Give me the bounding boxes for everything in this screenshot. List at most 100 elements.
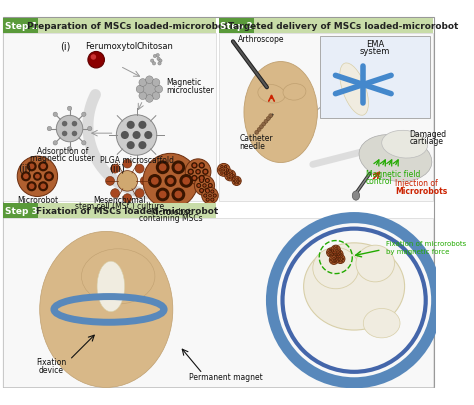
Text: Arthroscope: Arthroscope (237, 35, 284, 44)
Circle shape (219, 170, 221, 171)
Text: Fixation of microrobots: Fixation of microrobots (386, 241, 466, 247)
Circle shape (185, 160, 211, 185)
Circle shape (236, 181, 237, 182)
Circle shape (333, 260, 335, 261)
Text: Step 2: Step 2 (220, 22, 253, 31)
Circle shape (200, 164, 203, 168)
Circle shape (135, 189, 144, 198)
Circle shape (332, 249, 334, 251)
Ellipse shape (356, 245, 394, 282)
Circle shape (33, 173, 42, 181)
Circle shape (333, 247, 336, 249)
Circle shape (199, 179, 204, 183)
Circle shape (340, 259, 341, 260)
Text: (i): (i) (60, 42, 71, 52)
Circle shape (62, 122, 67, 127)
Bar (3, 203, 38, 218)
Circle shape (340, 254, 342, 255)
Circle shape (197, 185, 200, 188)
Circle shape (341, 261, 342, 262)
Circle shape (204, 195, 207, 197)
Ellipse shape (382, 131, 428, 159)
Circle shape (199, 175, 205, 182)
Circle shape (336, 247, 338, 249)
Ellipse shape (82, 249, 155, 304)
Circle shape (44, 172, 54, 182)
Circle shape (110, 189, 119, 198)
Circle shape (156, 161, 170, 175)
Circle shape (330, 259, 332, 261)
Circle shape (23, 174, 29, 180)
Text: needle: needle (239, 141, 265, 150)
Circle shape (333, 252, 335, 254)
Circle shape (339, 256, 340, 258)
Circle shape (138, 122, 146, 130)
Text: Mesenchymal: Mesenchymal (94, 195, 146, 204)
Text: Microrobot: Microrobot (150, 207, 191, 216)
Circle shape (152, 79, 160, 87)
Ellipse shape (258, 85, 285, 104)
Circle shape (266, 117, 270, 121)
Text: Magnetic field: Magnetic field (366, 170, 420, 179)
Circle shape (191, 163, 198, 169)
Circle shape (328, 252, 330, 254)
Circle shape (123, 160, 132, 168)
Circle shape (262, 123, 266, 127)
Text: Catheter: Catheter (239, 134, 273, 143)
Circle shape (195, 169, 201, 175)
Circle shape (331, 261, 334, 264)
Circle shape (205, 179, 210, 183)
Circle shape (29, 184, 35, 190)
Circle shape (338, 261, 340, 262)
Circle shape (152, 93, 160, 100)
Circle shape (333, 251, 336, 254)
Circle shape (336, 255, 345, 264)
Circle shape (203, 185, 206, 187)
Circle shape (196, 183, 201, 189)
Circle shape (255, 131, 259, 135)
Text: microcluster: microcluster (166, 85, 214, 94)
Text: Fixation of MSCs loaded-microrobot: Fixation of MSCs loaded-microrobot (36, 206, 219, 215)
Circle shape (203, 194, 207, 198)
Circle shape (333, 259, 335, 261)
Circle shape (224, 166, 227, 169)
Circle shape (227, 177, 230, 180)
Circle shape (40, 164, 46, 170)
Ellipse shape (352, 192, 360, 200)
Circle shape (259, 126, 264, 130)
Text: Magnetic: Magnetic (166, 78, 201, 87)
Circle shape (133, 132, 141, 140)
Circle shape (224, 172, 227, 175)
Ellipse shape (359, 135, 432, 182)
Text: control: control (366, 177, 393, 186)
Circle shape (40, 184, 46, 190)
Circle shape (341, 256, 342, 258)
Bar (3, 19, 38, 34)
Circle shape (151, 177, 159, 185)
Circle shape (237, 178, 239, 180)
Circle shape (227, 172, 230, 175)
Circle shape (235, 183, 236, 184)
Circle shape (222, 169, 225, 172)
Circle shape (337, 258, 339, 260)
Circle shape (335, 249, 337, 251)
Circle shape (117, 171, 137, 192)
Circle shape (151, 60, 154, 63)
Circle shape (218, 164, 230, 177)
Circle shape (153, 55, 156, 59)
Circle shape (189, 171, 192, 174)
Circle shape (336, 260, 337, 261)
Circle shape (234, 183, 237, 185)
Circle shape (56, 116, 83, 143)
Circle shape (159, 164, 166, 172)
Circle shape (238, 181, 240, 182)
Circle shape (199, 163, 205, 169)
Circle shape (146, 77, 153, 84)
Text: EMA: EMA (366, 40, 384, 49)
Circle shape (333, 252, 335, 254)
Circle shape (208, 194, 212, 198)
Circle shape (155, 86, 163, 94)
Ellipse shape (340, 64, 368, 116)
Circle shape (200, 177, 203, 180)
Circle shape (330, 252, 332, 254)
